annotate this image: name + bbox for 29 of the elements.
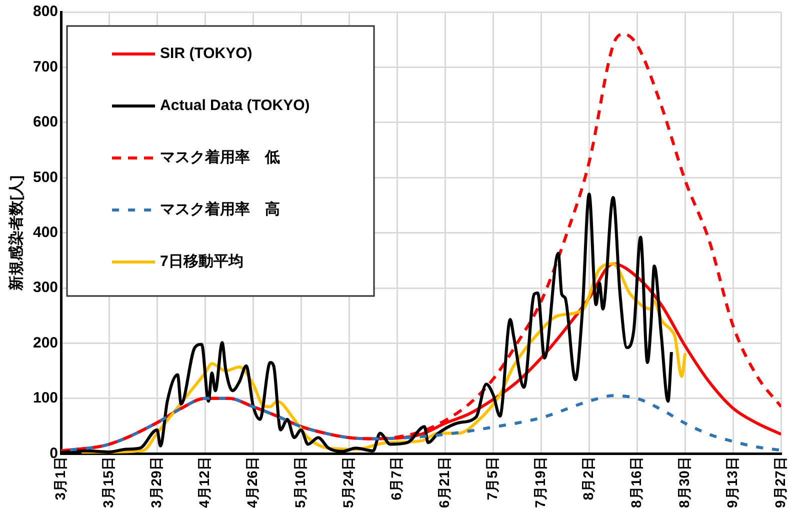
y-tick-label: 100 (32, 390, 58, 407)
legend-label: SIR (TOKYO) (160, 45, 252, 62)
legend-label: マスク着用率 高 (160, 200, 280, 218)
x-tick-label: 3月15日 (100, 456, 116, 508)
x-tick-label: 9月13日 (724, 456, 740, 508)
y-axis-title: 新規感染者数[人] (7, 175, 26, 292)
y-tick-label: 300 (32, 279, 58, 296)
legend-label: マスク着用率 低 (160, 148, 280, 166)
x-tick-label: 8月2日 (580, 456, 596, 500)
x-tick-label: 9月27日 (772, 456, 788, 508)
legend-label: Actual Data (TOKYO) (160, 97, 310, 114)
x-tick-label: 5月24日 (340, 456, 356, 508)
x-tick-label: 3月29日 (148, 456, 164, 508)
x-tick-label: 4月26日 (244, 456, 260, 508)
x-tick-label: 7月19日 (532, 456, 548, 508)
x-tick-label: 5月10日 (292, 456, 308, 508)
legend-label: 7日移動平均 (160, 253, 244, 270)
x-tick-label: 4月12日 (196, 456, 212, 508)
x-tick-label: 8月30日 (676, 456, 692, 508)
x-tick-label: 6月7日 (388, 456, 404, 500)
y-tick-label: 500 (32, 168, 58, 186)
y-tick-label: 700 (32, 58, 58, 76)
y-tick-label: 400 (32, 224, 58, 241)
y-tick-label: 600 (32, 114, 58, 131)
x-tick-label: 8月16日 (628, 456, 644, 508)
x-tick-label: 6月21日 (436, 456, 452, 508)
y-tick-label: 800 (32, 3, 58, 20)
y-tick-label: 200 (32, 334, 58, 352)
x-tick-label: 7月5日 (484, 456, 500, 500)
